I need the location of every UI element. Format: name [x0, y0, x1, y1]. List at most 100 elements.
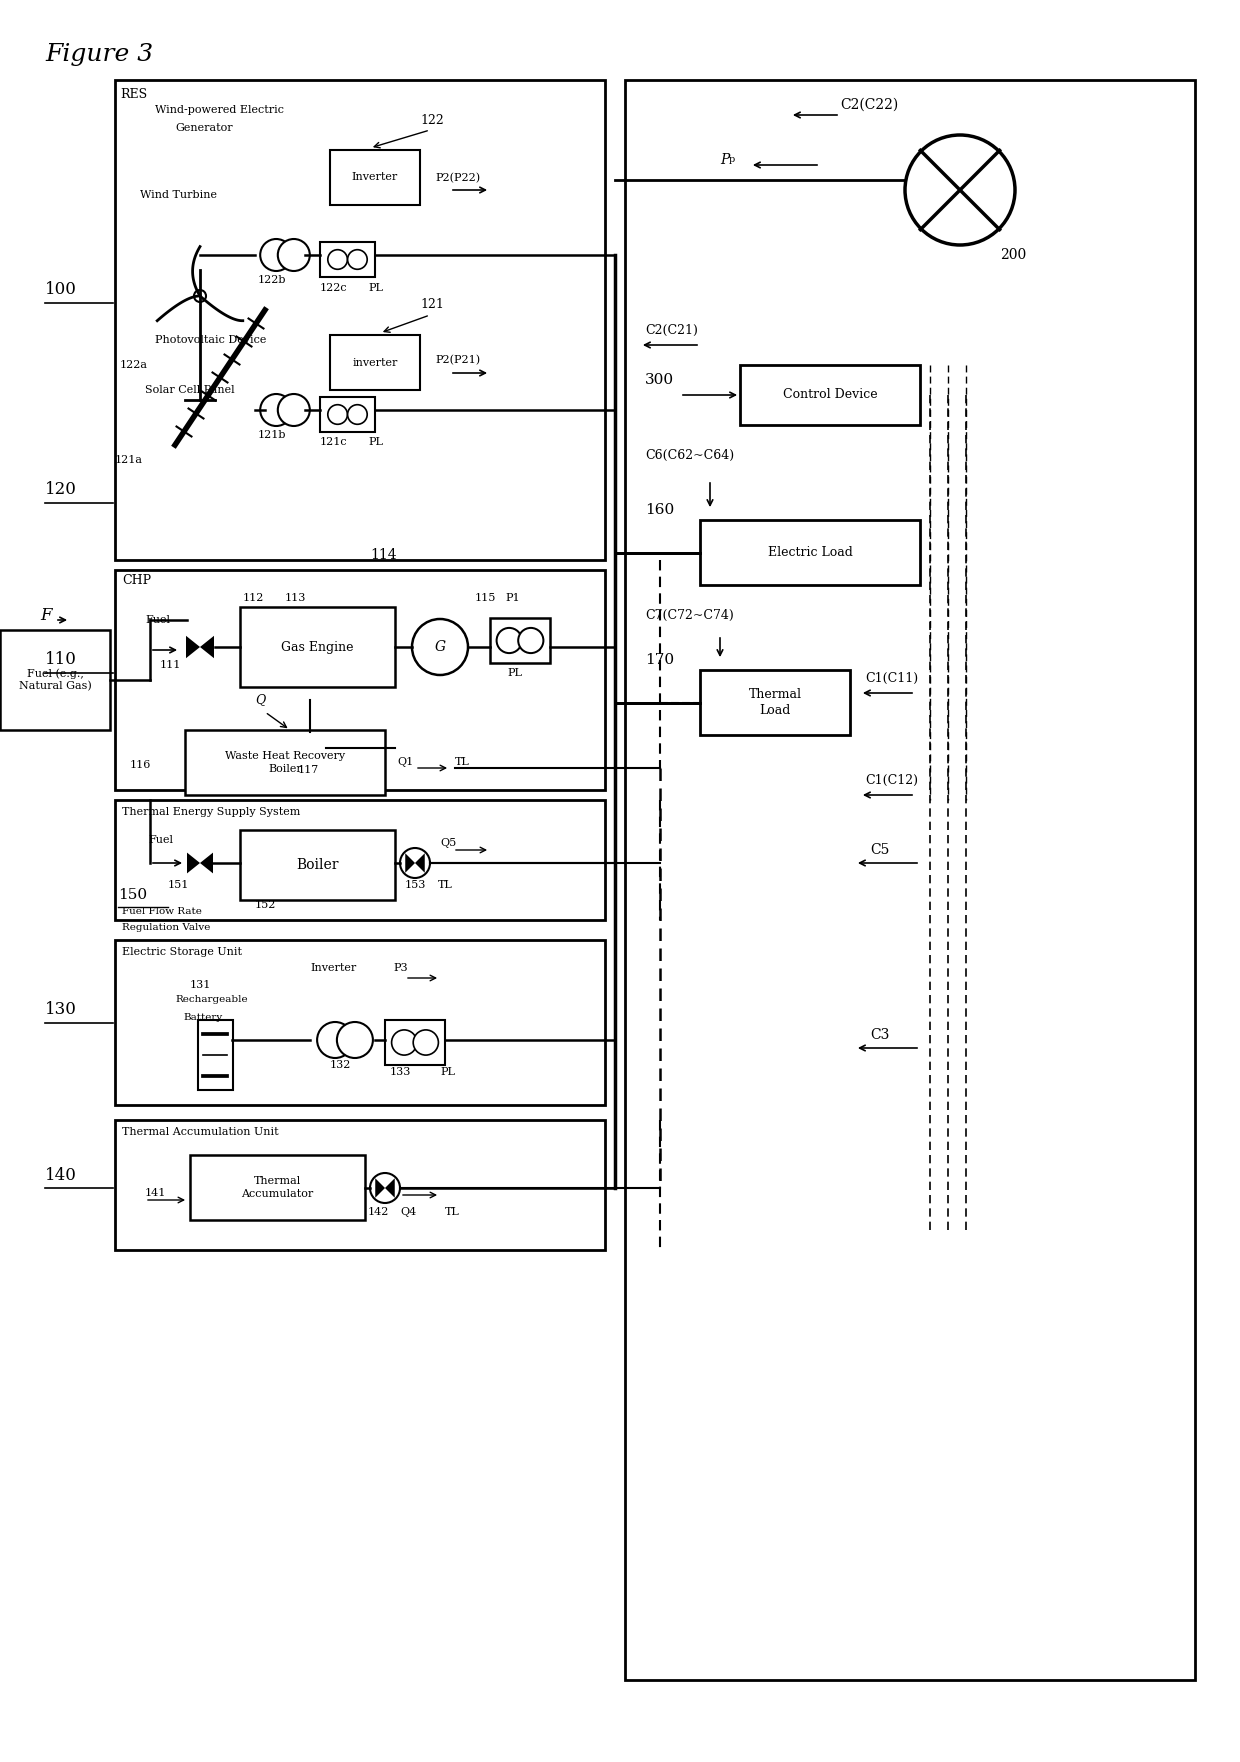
Text: C3: C3	[870, 1027, 889, 1041]
Circle shape	[193, 291, 206, 301]
Text: F: F	[40, 606, 52, 624]
Bar	[320, 241, 374, 277]
Text: inverter: inverter	[352, 358, 398, 368]
Text: TL: TL	[455, 758, 470, 766]
Bar	[115, 1121, 605, 1249]
Text: 151: 151	[167, 879, 190, 890]
Text: C2(C22): C2(C22)	[839, 99, 898, 113]
Text: Electric Storage Unit: Electric Storage Unit	[122, 946, 242, 957]
Text: C1(C12): C1(C12)	[866, 774, 918, 786]
Bar	[241, 606, 396, 687]
Circle shape	[337, 1022, 373, 1057]
Text: Thermal Accumulation Unit: Thermal Accumulation Unit	[122, 1128, 279, 1136]
Text: Fuel: Fuel	[145, 615, 170, 626]
Bar	[320, 396, 374, 432]
Text: 130: 130	[45, 1001, 77, 1018]
Bar	[241, 830, 396, 900]
Text: P2(P22): P2(P22)	[435, 173, 480, 183]
Bar	[701, 520, 920, 585]
Bar	[115, 569, 605, 789]
Text: 140: 140	[45, 1166, 77, 1184]
Text: 170: 170	[645, 654, 675, 668]
Text: C2(C21): C2(C21)	[645, 324, 698, 337]
Text: Generator: Generator	[175, 123, 233, 132]
Polygon shape	[405, 853, 415, 872]
Text: TL: TL	[438, 879, 453, 890]
Text: 132: 132	[330, 1061, 351, 1070]
Text: Wind Turbine: Wind Turbine	[140, 190, 217, 201]
Text: Thermal
Accumulator: Thermal Accumulator	[242, 1177, 314, 1198]
Circle shape	[412, 618, 467, 675]
Text: p: p	[729, 155, 735, 164]
Polygon shape	[187, 853, 200, 874]
Text: 112: 112	[243, 594, 264, 603]
Text: 115: 115	[475, 594, 496, 603]
Text: Fuel Flow Rate: Fuel Flow Rate	[122, 907, 202, 916]
Text: Wind-powered Electric: Wind-powered Electric	[155, 106, 284, 115]
Circle shape	[370, 1173, 401, 1203]
Bar	[115, 800, 605, 920]
Bar	[330, 335, 420, 389]
Polygon shape	[415, 853, 425, 872]
Text: 141: 141	[145, 1188, 166, 1198]
Text: 113: 113	[285, 594, 306, 603]
Text: Gas Engine: Gas Engine	[281, 641, 353, 654]
Text: 121: 121	[420, 298, 444, 312]
Text: Fuel (e.g.,
Natural Gas): Fuel (e.g., Natural Gas)	[19, 668, 92, 692]
Circle shape	[317, 1022, 353, 1057]
Bar	[190, 1156, 365, 1219]
Text: 152: 152	[255, 900, 277, 909]
Circle shape	[327, 250, 347, 270]
Bar	[330, 150, 420, 204]
Text: C5: C5	[870, 842, 889, 856]
Text: 142: 142	[368, 1207, 389, 1218]
Text: Rechargeable: Rechargeable	[175, 996, 248, 1004]
Text: C7(C72~C74): C7(C72~C74)	[645, 608, 734, 622]
Text: Control Device: Control Device	[782, 388, 878, 402]
Text: 133: 133	[391, 1068, 412, 1077]
Text: 120: 120	[45, 481, 77, 499]
Bar	[701, 670, 849, 735]
Text: P1: P1	[505, 594, 520, 603]
Text: C1(C11): C1(C11)	[866, 671, 918, 684]
Bar	[115, 939, 605, 1105]
Text: Solar Cell Panel: Solar Cell Panel	[145, 386, 234, 395]
Circle shape	[413, 1031, 439, 1055]
Text: 122c: 122c	[320, 284, 347, 292]
Text: P3: P3	[393, 964, 408, 973]
Polygon shape	[200, 853, 213, 874]
Circle shape	[260, 395, 293, 426]
Text: 116: 116	[130, 759, 151, 770]
Text: Inverter: Inverter	[352, 173, 398, 183]
Text: Q4: Q4	[401, 1207, 417, 1218]
Text: C6(C62~C64): C6(C62~C64)	[645, 449, 734, 462]
Text: 121c: 121c	[320, 437, 347, 448]
Circle shape	[401, 848, 430, 877]
Text: Q5: Q5	[440, 839, 456, 848]
Circle shape	[278, 395, 310, 426]
Circle shape	[496, 627, 522, 654]
Text: PL: PL	[368, 437, 383, 448]
Text: 121b: 121b	[258, 430, 286, 440]
Text: 131: 131	[190, 980, 211, 990]
Circle shape	[905, 136, 1016, 245]
Text: 111: 111	[160, 661, 181, 670]
Polygon shape	[300, 738, 310, 758]
Text: Inverter: Inverter	[310, 964, 356, 973]
Polygon shape	[310, 738, 320, 758]
Bar	[740, 365, 920, 425]
Text: Fuel: Fuel	[148, 835, 174, 846]
Text: P: P	[720, 153, 729, 167]
Bar	[625, 79, 1195, 1679]
Bar	[115, 79, 605, 560]
Text: P2(P21): P2(P21)	[435, 354, 480, 365]
Text: PL: PL	[507, 668, 522, 678]
Text: 122a: 122a	[120, 359, 148, 370]
Bar	[0, 631, 110, 729]
Text: 117: 117	[298, 765, 319, 775]
Circle shape	[294, 731, 326, 765]
Circle shape	[278, 240, 310, 271]
Polygon shape	[200, 636, 215, 659]
Polygon shape	[186, 636, 200, 659]
Text: 153: 153	[405, 879, 427, 890]
